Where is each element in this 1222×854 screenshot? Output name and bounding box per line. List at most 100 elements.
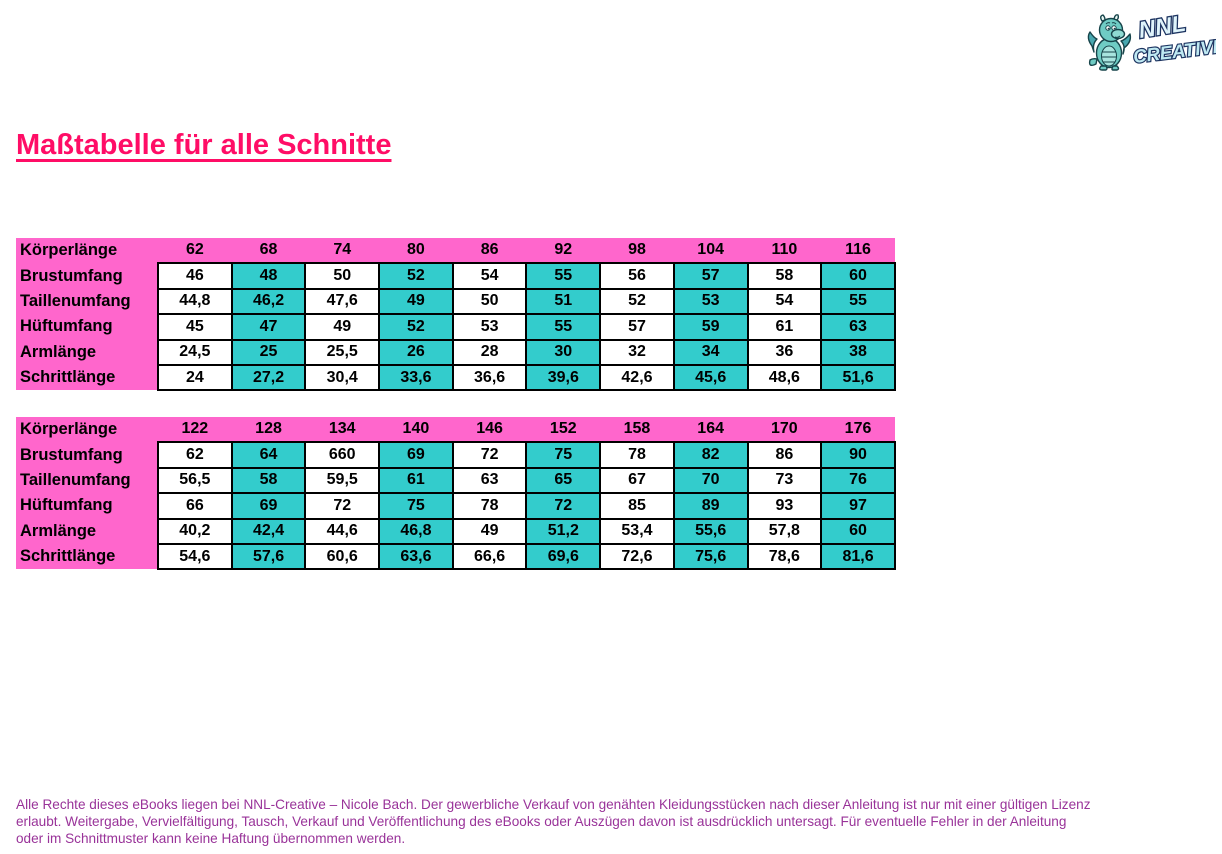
table-cell: 24 [157, 363, 233, 392]
table-cell: 76 [820, 466, 896, 495]
table-cell: 78,6 [746, 542, 823, 571]
table-cell: 55 [820, 287, 896, 316]
table-cell: 36 [746, 338, 823, 366]
table-cell: 46,2 [230, 287, 307, 316]
row-label: Brustumfang [16, 442, 158, 468]
table-cell: 62 [157, 441, 233, 469]
header-value: 170 [747, 417, 822, 443]
table-cell: 69 [378, 441, 454, 469]
table-cell: 38 [820, 338, 896, 366]
table-cell: 51 [525, 287, 602, 316]
table-cell: 73 [746, 466, 823, 495]
table-cell: 49 [451, 517, 528, 545]
header-value: 104 [673, 238, 748, 264]
table-cell: 34 [672, 338, 749, 366]
table-cell: 66,6 [451, 542, 528, 571]
logo-wordmark: NNL CREATIVE [1131, 9, 1222, 69]
row-label: Brustumfang [16, 263, 158, 289]
table-cell: 58 [230, 466, 307, 495]
table-cell: 54 [451, 262, 528, 290]
copyright-notice: Alle Rechte dieses eBooks liegen bei NNL… [16, 796, 1176, 848]
copyright-line-2: erlaubt. Weitergabe, Vervielfältigung, T… [16, 814, 1067, 830]
row-label: Taillenumfang [16, 467, 158, 494]
header-label: Körperlänge [16, 238, 158, 264]
table-cell: 50 [451, 287, 528, 316]
table-cell: 63 [820, 313, 896, 341]
header-value: 86 [452, 238, 527, 264]
table-cell: 75,6 [672, 542, 749, 571]
copyright-line-1: Alle Rechte dieses eBooks liegen bei NNL… [16, 797, 1091, 812]
table-cell: 44,6 [304, 517, 381, 545]
table-cell: 60 [820, 262, 896, 290]
table-cell: 36,6 [451, 363, 528, 392]
table-cell: 46 [157, 262, 233, 290]
table-row: Armlänge 40,2 42,4 44,6 46,8 49 51,2 53,4 55,6 57… [16, 517, 896, 545]
table-cell: 46,8 [378, 517, 454, 545]
header-value: 80 [379, 238, 453, 264]
table-cell: 60,6 [304, 542, 381, 571]
table-row: Schrittlänge 54,6 57,6 60,6 63,6 66,6 69,6 72,6… [16, 542, 896, 571]
table-cell: 49 [378, 287, 454, 316]
table-cell: 55 [525, 313, 602, 341]
table-cell: 90 [820, 441, 896, 469]
table-cell: 51,2 [525, 517, 602, 545]
table-cell: 26 [378, 338, 454, 366]
table-cell: 57,6 [230, 542, 307, 571]
size-table-2: Körperlänge 122 128 134 140 146 152 158 164 170 17… [16, 417, 896, 571]
table-cell: 44,8 [157, 287, 233, 316]
table-cell: 25 [230, 338, 307, 366]
table-cell: 55 [525, 262, 602, 290]
table-cell: 67 [599, 466, 675, 495]
table-cell: 51,6 [820, 363, 896, 392]
table-cell: 33,6 [378, 363, 454, 392]
table-cell: 48 [230, 262, 307, 290]
table-cell: 78 [599, 441, 675, 469]
table-cell: 660 [304, 441, 381, 469]
header-label: Körperlänge [16, 417, 158, 443]
table-cell: 59,5 [304, 466, 381, 495]
table-row: Brustumfang 46 48 50 52 54 55 56 57 58 60 [16, 262, 896, 290]
row-label: Schrittlänge [16, 543, 158, 570]
header-value: 128 [231, 417, 306, 443]
table-cell: 72 [304, 492, 381, 520]
table-cell: 60 [820, 517, 896, 545]
table-cell: 47 [230, 313, 307, 341]
table-cell: 86 [746, 441, 823, 469]
table-cell: 59 [672, 313, 749, 341]
table-cell: 53 [451, 313, 528, 341]
header-value: 140 [379, 417, 453, 443]
table-cell: 61 [378, 466, 454, 495]
table-cell: 72,6 [599, 542, 675, 571]
table-cell: 56 [599, 262, 675, 290]
table-cell: 82 [672, 441, 749, 469]
table-cell: 42,6 [599, 363, 675, 392]
table-cell: 28 [451, 338, 528, 366]
table-cell: 50 [304, 262, 381, 290]
page-title: Maßtabelle für alle Schnitte [16, 129, 392, 161]
table-cell: 57 [599, 313, 675, 341]
table-cell: 53,4 [599, 517, 675, 545]
nnl-creative-logo: NNL CREATIVE [1084, 8, 1222, 78]
table-cell: 54,6 [157, 542, 233, 571]
table-cell: 45 [157, 313, 233, 341]
table-header-row: Körperlänge 62 68 74 80 86 92 98 104 110 116 [16, 238, 895, 264]
table-cell: 52 [378, 262, 454, 290]
table-cell: 56,5 [157, 466, 233, 495]
table-cell: 69 [230, 492, 307, 520]
row-label: Armlänge [16, 518, 158, 544]
header-value: 146 [452, 417, 527, 443]
row-label: Hüftumfang [16, 314, 158, 340]
table-cell: 85 [599, 492, 675, 520]
table-header-row: Körperlänge 122 128 134 140 146 152 158 164 170 17… [16, 417, 895, 443]
table-cell: 75 [378, 492, 454, 520]
header-value: 152 [526, 417, 601, 443]
header-value: 74 [305, 238, 380, 264]
table-cell: 81,6 [820, 542, 896, 571]
header-value: 116 [821, 238, 895, 264]
row-label: Taillenumfang [16, 288, 158, 315]
table-cell: 30,4 [304, 363, 381, 392]
table-cell: 63 [451, 466, 528, 495]
table-cell: 52 [599, 287, 675, 316]
header-value: 92 [526, 238, 601, 264]
table-row: Taillenumfang 44,8 46,2 47,6 49 50 51 52 53 54 55 [16, 287, 896, 316]
